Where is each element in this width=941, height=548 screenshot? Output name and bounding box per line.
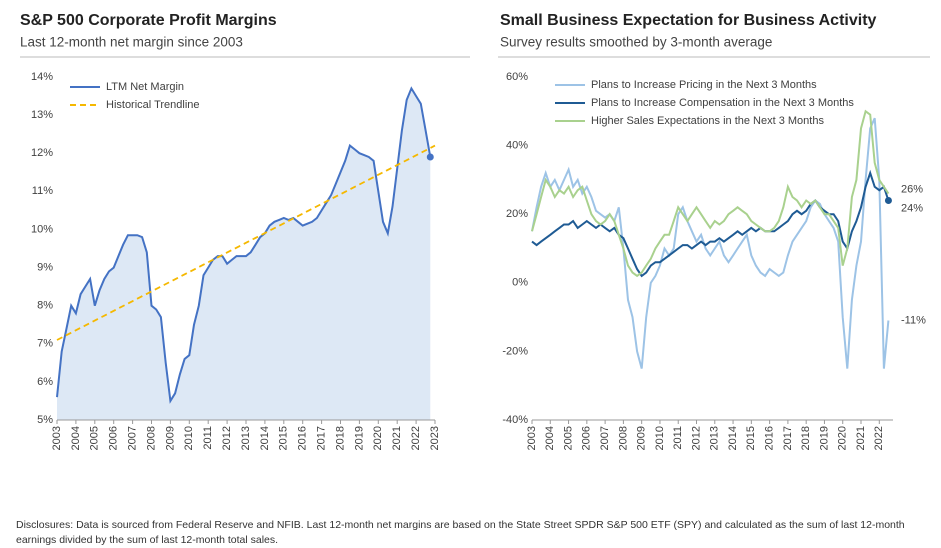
x-tick-label: 2019 xyxy=(353,426,365,450)
charts: S&P 500 Corporate Profit Margins Last 12-… xyxy=(20,12,930,450)
y-tick-label: 20% xyxy=(506,208,528,220)
y-tick-label: 40% xyxy=(506,140,528,152)
x-tick-label: 2015 xyxy=(278,426,290,450)
x-tick-label: 2021 xyxy=(391,426,403,450)
y-tick-label: -20% xyxy=(502,345,528,357)
x-tick-label: 2007 xyxy=(599,426,611,450)
x-tick-label: 2013 xyxy=(240,426,252,450)
legend-label: LTM Net Margin xyxy=(106,81,184,93)
x-tick-label: 2008 xyxy=(145,426,157,450)
x-tick-label: 2023 xyxy=(429,426,441,450)
x-tick-label: 2003 xyxy=(526,426,538,450)
end-label: -11% xyxy=(901,314,926,326)
x-tick-label: 2009 xyxy=(636,426,648,450)
y-tick-label: 9% xyxy=(37,261,53,273)
x-tick-label: 2019 xyxy=(818,426,830,450)
x-tick-label: 2003 xyxy=(51,426,63,450)
y-tick-label: -40% xyxy=(502,414,528,426)
x-tick-label: 2020 xyxy=(372,426,384,450)
x-tick-label: 2013 xyxy=(709,426,721,450)
chart-title: Small Business Expectation for Business … xyxy=(500,12,877,29)
x-tick-label: 2010 xyxy=(654,426,666,450)
x-tick-label: 2006 xyxy=(581,426,593,450)
y-tick-label: 60% xyxy=(506,71,528,83)
x-tick-label: 2014 xyxy=(727,426,739,450)
x-tick-label: 2005 xyxy=(89,426,101,450)
x-tick-label: 2006 xyxy=(108,426,120,450)
x-tick-label: 2022 xyxy=(873,426,885,450)
x-tick-label: 2017 xyxy=(782,426,794,450)
series-line xyxy=(56,86,432,404)
y-tick-label: 10% xyxy=(31,223,53,235)
x-tick-label: 2016 xyxy=(764,426,776,450)
x-tick-label: 2012 xyxy=(221,426,233,450)
end-dot xyxy=(426,153,434,161)
end-label: 26% xyxy=(901,184,923,196)
area xyxy=(57,88,431,421)
y-tick-label: 13% xyxy=(31,109,53,121)
legend-label: Plans to Increase Pricing in the Next 3 … xyxy=(591,79,817,91)
y-tick-label: 6% xyxy=(37,376,53,388)
end-dot xyxy=(884,196,892,204)
y-tick-label: 8% xyxy=(37,300,53,312)
x-tick-label: 2018 xyxy=(334,426,346,450)
series-line xyxy=(531,109,890,278)
x-tick-label: 2018 xyxy=(800,426,812,450)
x-tick-label: 2004 xyxy=(544,426,556,450)
x-tick-label: 2017 xyxy=(316,426,328,450)
disclosure: Disclosures: Data is sourced from Federa… xyxy=(16,519,905,546)
y-tick-label: 11% xyxy=(32,185,53,197)
legend-label: Historical Trendline xyxy=(106,99,200,111)
x-tick-label: 2011 xyxy=(202,426,214,450)
y-tick-label: 14% xyxy=(31,71,53,83)
y-tick-label: 5% xyxy=(37,414,53,426)
legend-label: Higher Sales Expectations in the Next 3 … xyxy=(591,115,824,127)
x-tick-label: 2022 xyxy=(410,426,422,450)
chart-title: S&P 500 Corporate Profit Margins xyxy=(20,12,277,29)
chart-subtitle: Survey results smoothed by 3-month avera… xyxy=(500,35,772,50)
y-tick-label: 0% xyxy=(512,277,528,289)
x-tick-label: 2021 xyxy=(855,426,867,450)
x-tick-label: 2005 xyxy=(562,426,574,450)
x-tick-label: 2016 xyxy=(297,426,309,450)
x-tick-label: 2014 xyxy=(259,426,271,450)
series-line xyxy=(56,144,436,341)
x-tick-label: 2012 xyxy=(690,426,702,450)
x-tick-label: 2010 xyxy=(183,426,195,450)
y-tick-label: 7% xyxy=(37,338,53,350)
x-tick-label: 2020 xyxy=(837,426,849,450)
x-tick-label: 2009 xyxy=(164,426,176,450)
legend-label: Plans to Increase Compensation in the Ne… xyxy=(591,97,854,109)
x-tick-label: 2007 xyxy=(127,426,139,450)
x-tick-label: 2015 xyxy=(745,426,757,450)
x-tick-label: 2011 xyxy=(672,426,684,450)
x-tick-label: 2008 xyxy=(617,426,629,450)
y-tick-label: 12% xyxy=(31,147,53,159)
series-line xyxy=(531,117,890,369)
chart-subtitle: Last 12-month net margin since 2003 xyxy=(20,35,243,50)
end-label: 24% xyxy=(901,202,923,214)
x-tick-label: 2004 xyxy=(70,426,82,450)
